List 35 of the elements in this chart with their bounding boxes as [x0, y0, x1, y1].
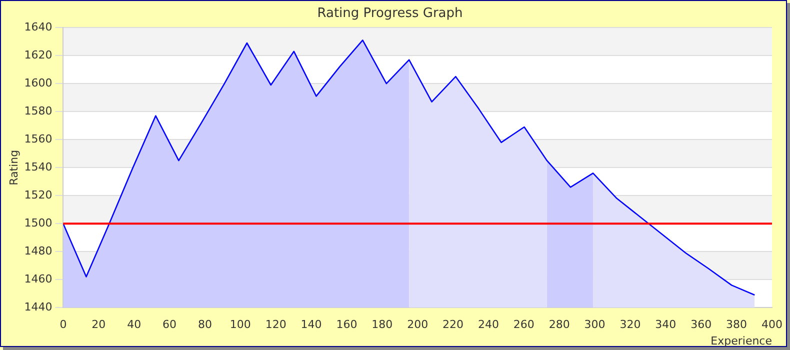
x-tick-label: 340 [655, 318, 676, 332]
y-tick-label: 1480 [24, 244, 52, 258]
x-tick-label: 160 [336, 318, 358, 332]
x-tick-label: 80 [198, 318, 212, 332]
x-tick-label: 0 [60, 318, 67, 332]
y-tick-label: 1460 [24, 272, 52, 286]
y-tick-label: 1620 [24, 48, 52, 62]
x-tick-label: 120 [265, 318, 286, 332]
x-tick-label: 260 [513, 318, 534, 332]
y-tick-label: 1500 [24, 216, 52, 230]
x-tick-label: 60 [162, 318, 177, 332]
x-tick-label: 400 [762, 318, 782, 332]
x-tick-label: 240 [478, 318, 499, 332]
x-tick-label: 320 [620, 318, 641, 332]
y-tick-label: 1540 [24, 160, 52, 174]
x-axis-title: Experience [710, 334, 772, 348]
y-tick-label: 1600 [24, 76, 52, 90]
x-tick-label: 280 [548, 318, 570, 332]
x-tick-label: 40 [127, 318, 142, 332]
x-tick-label: 380 [726, 318, 748, 332]
chart-title: Rating Progress Graph [317, 6, 463, 22]
y-axis-title: Rating [7, 150, 20, 186]
x-tick-label: 140 [300, 318, 322, 332]
x-tick-label: 220 [442, 318, 464, 332]
y-tick-label: 1640 [24, 20, 52, 34]
y-tick-label: 1440 [24, 300, 52, 314]
x-tick-label: 100 [230, 318, 251, 332]
y-tick-label: 1520 [24, 188, 52, 202]
x-tick-label: 360 [690, 318, 712, 332]
x-tick-label: 20 [92, 318, 106, 332]
y-tick-label: 1580 [24, 104, 52, 118]
x-tick-label: 180 [372, 318, 393, 332]
y-tick-label: 1560 [24, 132, 52, 146]
x-tick-label: 300 [584, 318, 606, 332]
x-tick-label: 200 [407, 318, 428, 332]
